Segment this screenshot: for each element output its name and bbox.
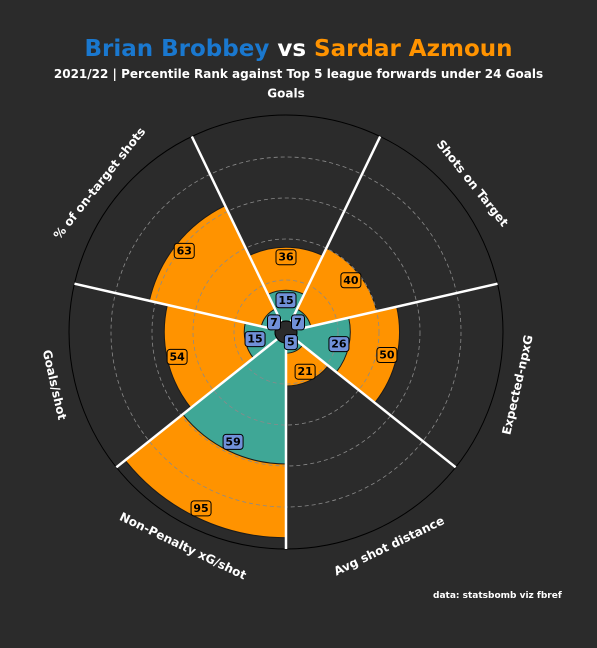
spoke-4 xyxy=(115,331,287,469)
value-label-player2-3-box xyxy=(294,363,316,380)
value-label-player1-1-box xyxy=(291,314,306,331)
category-label-5: Goals/shot xyxy=(40,348,70,421)
spoke-1 xyxy=(285,282,498,334)
value-label-player2-1-box xyxy=(340,272,362,289)
player1-name: Brian Brobbey xyxy=(84,36,270,62)
category-label-0: Goals xyxy=(267,87,304,101)
grid-ring-40 xyxy=(192,238,380,426)
value-label-player2-6: 63 xyxy=(177,244,192,257)
value-label-player1-2-box xyxy=(328,336,350,353)
spoke-2 xyxy=(285,331,457,469)
player2-name: Sardar Azmoun xyxy=(314,36,513,62)
value-label-player2-4-box xyxy=(190,500,212,517)
value-label-player1-2: 26 xyxy=(331,338,347,351)
value-label-player2-0: 36 xyxy=(278,251,294,264)
value-label-player1-3: 5 xyxy=(287,336,295,349)
value-label-player1-0-box xyxy=(275,292,297,309)
chart-title: Brian Brobbey vs Sardar Azmoun xyxy=(0,36,597,62)
value-label-player2-1: 40 xyxy=(343,274,359,287)
value-label-player1-5-box xyxy=(244,331,266,348)
value-label-player2-5: 54 xyxy=(169,350,185,363)
value-label-player2-2: 50 xyxy=(379,349,395,362)
value-label-player2-3: 21 xyxy=(297,365,312,378)
value-label-player1-6: 7 xyxy=(270,316,278,329)
chart-subtitle: 2021/22 | Percentile Rank against Top 5 … xyxy=(53,67,544,81)
grid-ring-20 xyxy=(233,279,339,385)
value-label-player2-6-box xyxy=(173,242,195,259)
value-label-player2-5-box xyxy=(166,348,188,365)
spoke-6 xyxy=(190,135,288,333)
value-label-player1-3-box xyxy=(283,334,298,351)
value-label-player2-0-box xyxy=(275,249,297,266)
data-source-note: data: statsbomb viz fbref xyxy=(433,591,562,601)
vs-text: vs xyxy=(277,36,315,62)
value-label-player1-6-box xyxy=(266,314,281,331)
value-label-player2-2-box xyxy=(376,347,398,364)
category-label-2: Expected-npxG xyxy=(499,334,535,437)
spoke-0 xyxy=(284,135,382,333)
value-label-player1-5: 15 xyxy=(247,333,262,346)
spoke-5 xyxy=(74,282,287,334)
value-label-player1-4-box xyxy=(222,433,244,450)
value-label-player2-4: 95 xyxy=(193,502,208,515)
value-label-player1-1: 7 xyxy=(294,316,302,329)
value-label-player1-4: 59 xyxy=(225,435,240,448)
value-label-player1-0: 15 xyxy=(278,294,293,307)
